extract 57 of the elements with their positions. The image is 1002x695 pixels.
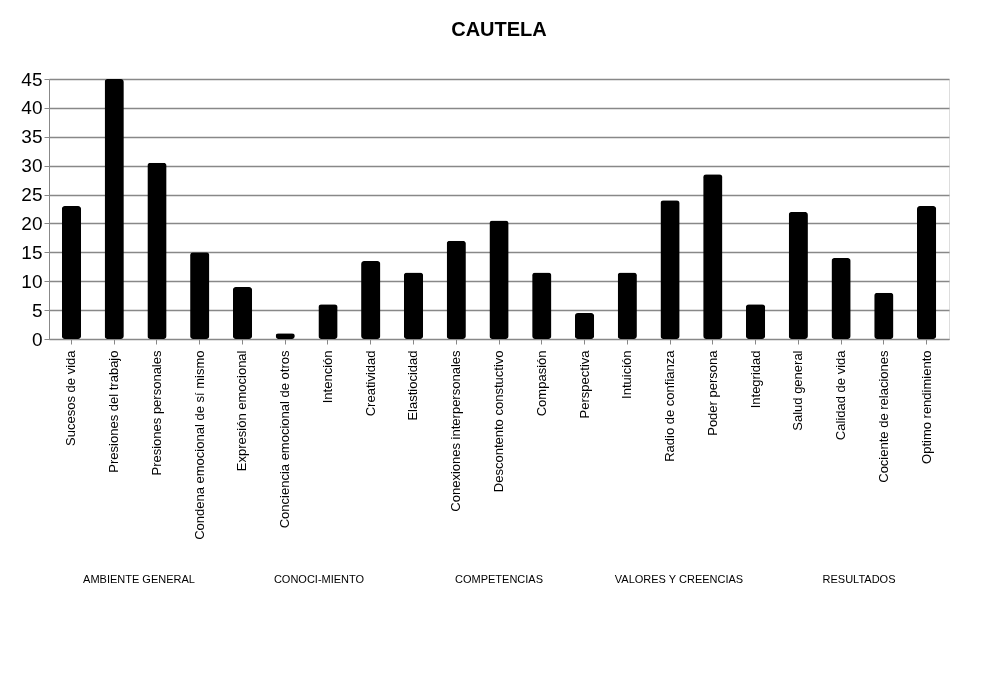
y-tick-label: 15: [21, 241, 43, 263]
x-tick-label: Integridad: [747, 350, 763, 409]
text: RESULTADOS: [822, 573, 896, 585]
bar: [874, 292, 894, 339]
bar: [318, 304, 338, 339]
x-tick-label: Elastiocidad: [405, 350, 421, 421]
bar: [788, 211, 808, 339]
x-tick-label: Poder persona: [704, 349, 720, 436]
bar: [660, 200, 680, 339]
bar: [190, 252, 210, 339]
y-tick-label: 35: [21, 126, 43, 148]
x-tick-label: Creatividad: [362, 350, 378, 417]
bar: [617, 272, 637, 339]
x-tick-label: Condena emocional de sí mismo: [191, 350, 207, 540]
x-tick-label: Intención: [319, 350, 335, 404]
text: CONOCI-MIENTO: [273, 573, 365, 585]
text: VALORES Y CREENCIAS: [614, 573, 744, 585]
y-tick-label: 30: [21, 155, 43, 177]
x-tick-label: Intuición: [619, 350, 635, 399]
y-tick-label: 10: [21, 270, 43, 292]
bar: [831, 258, 851, 339]
bar: [232, 287, 253, 339]
y-tick-label: 5: [31, 299, 43, 321]
bar: [574, 313, 595, 339]
x-tick-label: Salud general: [790, 350, 806, 431]
x-tick-label: Perspectiva: [576, 349, 592, 419]
text: AMBIENTE GENERAL: [83, 573, 195, 585]
x-tick-label: Optimo rendimiento: [918, 350, 934, 464]
chart-title: CAUTELA: [451, 18, 547, 40]
x-tick-label: Expresión emocional: [234, 350, 250, 472]
bar: [703, 174, 723, 339]
x-tick-label: Compasión: [533, 350, 549, 417]
x-tick-label: Sucesos de vida: [63, 349, 79, 446]
y-tick-label: 20: [21, 212, 43, 234]
x-tick-label: Calidad de vida: [833, 349, 849, 441]
x-tick-label: Descontento constuctivo: [491, 350, 506, 493]
bar: [61, 206, 82, 339]
x-tick-label: Presiones personales: [148, 350, 164, 476]
bar: [489, 220, 509, 339]
x-tick-label: Cociente de relaciones: [875, 350, 891, 483]
y-tick-label: 0: [31, 328, 43, 350]
y-tick-label: 45: [21, 68, 43, 90]
x-tick-label: Conexiones interpersonales: [448, 350, 464, 512]
bar: [361, 261, 381, 339]
bar: [147, 162, 167, 339]
x-tick-label: Radio de confianza: [662, 349, 678, 462]
x-tick-label: Presiones del trabajo: [106, 350, 122, 473]
y-tick-label: 40: [21, 97, 43, 119]
bar: [104, 79, 124, 339]
x-tick-label: Conciencia emocional de otros: [277, 350, 293, 529]
bar: [916, 206, 937, 339]
y-tick-label: 25: [21, 184, 43, 206]
bar: [745, 304, 766, 339]
bar: [403, 272, 424, 339]
bar: [446, 240, 466, 339]
bar: [532, 272, 552, 339]
text: COMPETENCIAS: [454, 573, 544, 585]
